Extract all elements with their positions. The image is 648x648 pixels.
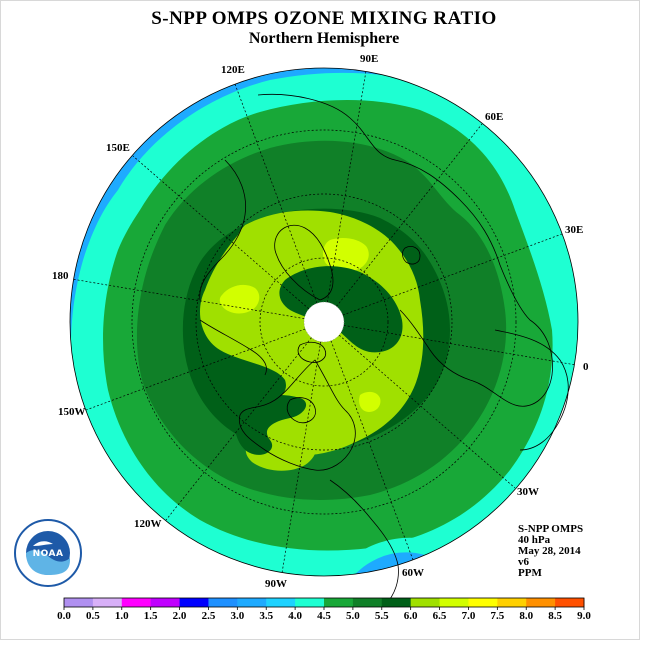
meridian-0	[323, 321, 577, 366]
lon-label-90w: 90W	[265, 578, 287, 590]
colorbar-swatch	[526, 598, 556, 607]
asia-east-coast	[199, 159, 247, 301]
longitude-labels: 90E 60E 30E 0 30W 60W 90W 120W 150W 180 …	[52, 53, 589, 590]
band-6-0-west	[219, 284, 260, 314]
map-subtitle: Northern Hemisphere	[248, 30, 400, 47]
colorbar-tick-label: 9.0	[577, 610, 591, 622]
lon-label-150e: 150E	[106, 142, 130, 154]
inner-dark-patch	[279, 266, 403, 353]
colorbar-tick-label: 4.5	[317, 610, 331, 622]
parallel-30	[131, 129, 517, 515]
lon-label-30e: 30E	[565, 224, 583, 236]
caspian-sea	[402, 246, 421, 265]
polar-gap-stipple	[303, 301, 345, 343]
lon-label-150w: 150W	[58, 406, 86, 418]
colorbar-tick-label: 0.5	[86, 610, 100, 622]
colorbar-swatch	[324, 598, 354, 607]
arctic-islands	[297, 341, 327, 363]
figure-frame	[0, 0, 640, 640]
colorbar-swatch	[121, 598, 152, 607]
colorbar-tick-label: 4.0	[288, 610, 302, 622]
colorbar-tick-label: 8.5	[548, 610, 562, 622]
north-america-coast	[238, 359, 356, 471]
map-title: S-NPP OMPS OZONE MIXING RATIO	[151, 8, 497, 29]
info-date: May 28, 2014	[518, 545, 581, 557]
colorbar-swatch	[295, 598, 325, 607]
coastlines	[199, 94, 569, 606]
colorbar-tick-label: 5.5	[375, 610, 389, 622]
southwest-dark-patch	[234, 394, 307, 455]
colorbar-swatch	[92, 598, 123, 607]
info-pressure: 40 hPa	[518, 534, 551, 546]
alaska-coast	[199, 319, 267, 376]
colorbar-tick-label: 0.0	[57, 610, 71, 622]
lon-label-120w: 120W	[134, 518, 162, 530]
colorbar-tick-label: 2.0	[173, 610, 187, 622]
logo-text: NOAA	[33, 549, 64, 559]
colorbar-tick-label: 5.0	[346, 610, 360, 622]
south-america-coast	[329, 479, 399, 606]
colorbar-swatch	[555, 598, 585, 607]
lon-label-60e: 60E	[485, 111, 503, 123]
colorbar-swatch	[410, 598, 441, 607]
africa-coast	[494, 329, 569, 451]
polar-no-data	[303, 301, 345, 343]
logo-gull	[33, 541, 53, 546]
map-boundary	[69, 67, 579, 577]
colorbar-swatch	[150, 598, 181, 607]
colorbar-swatch	[497, 598, 527, 607]
colorbar-tick-label: 3.5	[259, 610, 273, 622]
colorbar-swatch	[439, 598, 469, 607]
colorbar-tick-label: 6.0	[404, 610, 418, 622]
band-6-0-south	[359, 391, 381, 412]
meridian-180	[71, 278, 325, 323]
colorbar-tick-label: 1.0	[115, 610, 129, 622]
colorbar-swatch	[468, 598, 498, 607]
polar-gap	[304, 302, 344, 342]
noaa-logo: NOAA	[14, 519, 82, 587]
colorbar-swatch	[208, 598, 238, 607]
info-units: PPM	[518, 567, 542, 579]
colorbar-swatch	[64, 598, 94, 607]
info-instrument: S-NPP OMPS	[518, 523, 584, 535]
colorbar-tick-label: 1.5	[144, 610, 158, 622]
parallel-70	[259, 257, 389, 387]
band-6-0-east	[322, 238, 369, 272]
colorbar-tick-label: 8.0	[519, 610, 533, 622]
info-block: S-NPP OMPS 40 hPa May 28, 2014 v6 PPM	[518, 524, 583, 579]
colorbar-tick-label: 2.5	[202, 610, 216, 622]
colorbar-swatch	[352, 598, 383, 607]
colorbar-swatch	[179, 598, 209, 607]
colorbar-swatch	[237, 598, 267, 607]
colorbar-tick-label: 7.5	[490, 610, 504, 622]
lon-label-30w: 30W	[517, 486, 539, 498]
greenland-coast	[274, 224, 334, 301]
lon-label-0: 0	[583, 361, 589, 373]
logo-wave	[26, 550, 70, 575]
parallel-50	[195, 193, 453, 451]
colorbar-tick-label: 6.5	[433, 610, 447, 622]
lon-label-120e: 120E	[221, 64, 245, 76]
info-version: v6	[518, 556, 529, 568]
meridian-90e	[323, 70, 367, 323]
colorbar-tick-label: 7.0	[462, 610, 476, 622]
colorbar-tick-label: 3.0	[230, 610, 244, 622]
colorbar-swatch	[266, 598, 296, 607]
graticule	[71, 70, 577, 574]
eurasia-coast	[257, 94, 553, 407]
lon-label-90e: 90E	[360, 53, 378, 65]
lon-label-180: 180	[52, 270, 69, 282]
lon-label-60w: 60W	[402, 567, 424, 579]
colorbar-swatch	[381, 598, 412, 607]
meridian-90w	[281, 321, 325, 574]
hudson-bay	[286, 397, 316, 424]
ozone-field	[70, 68, 578, 576]
